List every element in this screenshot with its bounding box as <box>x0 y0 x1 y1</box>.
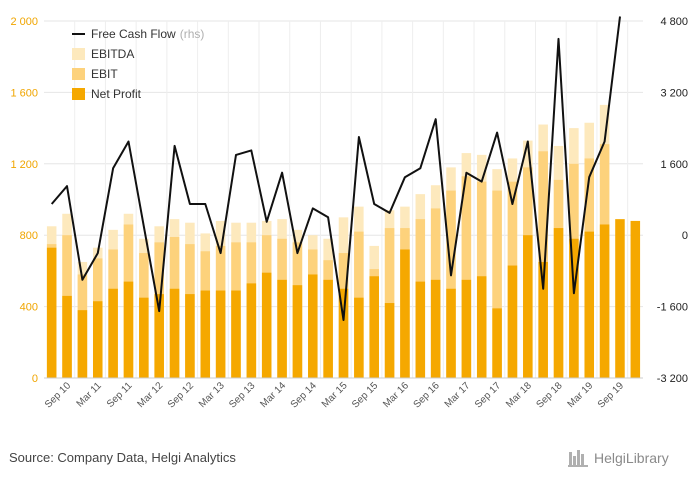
left-axis-tick: 1 600 <box>10 87 38 99</box>
x-axis-tick: Sep 11 <box>105 380 135 410</box>
bar-net-profit <box>446 288 456 378</box>
bar-net-profit <box>492 308 502 378</box>
x-axis-tick: Sep 17 <box>473 380 503 410</box>
bar-net-profit <box>369 276 379 378</box>
legend-label: Free Cash Flow <box>91 27 176 41</box>
x-axis-tick: Mar 16 <box>381 380 411 410</box>
bar-net-profit <box>384 303 395 378</box>
bar-net-profit <box>323 279 333 378</box>
free-cash-flow-line-group <box>50 16 621 321</box>
right-axis-tick: 4 800 <box>660 16 688 28</box>
bar-net-profit <box>338 288 349 378</box>
bar-net-profit <box>123 281 134 378</box>
bar-net-profit <box>354 297 364 378</box>
legend-rhs-note: (rhs) <box>180 27 205 41</box>
x-axis-tick: Sep 15 <box>350 380 380 410</box>
bar-net-profit <box>92 301 103 378</box>
x-axis-tick: Mar 12 <box>136 380 166 410</box>
brand-name: HelgiLibrary <box>594 450 669 466</box>
bar-net-profit <box>400 249 410 378</box>
right-axis-tick: 0 <box>682 230 688 242</box>
x-axis-tick: Mar 15 <box>320 380 350 410</box>
x-axis-tick: Mar 11 <box>75 380 105 410</box>
bar-net-profit <box>154 294 164 378</box>
left-axis-tick: 800 <box>20 230 38 242</box>
bar-net-profit <box>246 283 257 378</box>
left-axis-tick: 0 <box>32 373 38 385</box>
left-axis-tick: 1 200 <box>10 159 38 171</box>
legend-swatch <box>72 68 85 80</box>
bar-net-profit <box>185 294 195 378</box>
left-axis-tick: 400 <box>20 302 38 314</box>
x-axis-tick: Mar 19 <box>566 380 596 410</box>
bar-net-profit <box>231 290 241 378</box>
bar-net-profit <box>615 219 625 378</box>
x-axis-tick: Sep 10 <box>43 380 73 410</box>
bar-net-profit <box>584 231 595 378</box>
bar-net-profit <box>62 295 72 378</box>
bar-net-profit <box>200 290 211 378</box>
bar-ebit <box>461 176 472 378</box>
bar-net-profit <box>169 288 180 378</box>
bar-net-profit <box>569 238 579 378</box>
bar-net-profit <box>261 272 272 378</box>
brand-logo[interactable]: HelgiLibrary <box>568 446 692 470</box>
bar-net-profit <box>430 279 441 378</box>
x-axis-tick: Sep 18 <box>534 380 564 410</box>
bars <box>46 104 641 379</box>
legend-swatch <box>72 88 85 100</box>
legend-swatch <box>72 48 85 60</box>
bar-net-profit <box>538 261 548 378</box>
legend-label: Net Profit <box>91 87 142 101</box>
bar-net-profit <box>476 276 487 378</box>
bar-net-profit <box>599 224 610 378</box>
bar-net-profit <box>46 247 57 378</box>
legend-label: EBIT <box>91 67 118 81</box>
bar-net-profit <box>308 274 318 378</box>
bar-net-profit <box>108 288 118 378</box>
free-cash-flow-line <box>50 16 621 321</box>
source-note: Source: Company Data, Helgi Analytics <box>9 450 236 465</box>
right-axis-tick: -3 200 <box>657 373 688 385</box>
x-axis-tick: Mar 13 <box>197 380 227 410</box>
legend: Free Cash Flow (rhs) EBITDA EBIT Net Profit <box>72 27 204 101</box>
bar-net-profit <box>415 281 426 378</box>
bar-net-profit <box>630 220 641 378</box>
library-icon <box>568 450 588 467</box>
bar-net-profit <box>139 297 149 378</box>
left-axis-tick: 2 000 <box>10 16 38 28</box>
right-axis-tick: -1 600 <box>657 302 688 314</box>
bar-net-profit <box>277 279 287 378</box>
bar-net-profit <box>461 279 472 378</box>
right-axis-tick: 1 600 <box>660 159 688 171</box>
bar-net-profit <box>553 228 564 378</box>
x-axis-tick: Sep 16 <box>412 380 442 410</box>
legend-label: EBITDA <box>91 47 134 61</box>
x-axis-tick: Mar 17 <box>443 380 473 410</box>
x-axis-tick: Sep 14 <box>289 380 319 410</box>
x-axis-tick: Mar 14 <box>258 380 288 410</box>
bar-net-profit <box>523 235 533 378</box>
grid-lines <box>44 20 643 379</box>
bar-net-profit <box>215 290 226 378</box>
bar-net-profit <box>77 310 88 378</box>
x-axis-tick: Sep 19 <box>596 380 626 410</box>
bar-ebit <box>492 190 502 378</box>
x-axis-tick: Mar 18 <box>504 380 534 410</box>
x-axis-tick: Sep 12 <box>166 380 196 410</box>
bar-net-profit <box>507 265 518 378</box>
right-axis-tick: 3 200 <box>660 87 688 99</box>
x-axis-tick: Sep 13 <box>227 380 257 410</box>
bar-net-profit <box>292 285 303 378</box>
bar-ebit <box>446 190 456 378</box>
